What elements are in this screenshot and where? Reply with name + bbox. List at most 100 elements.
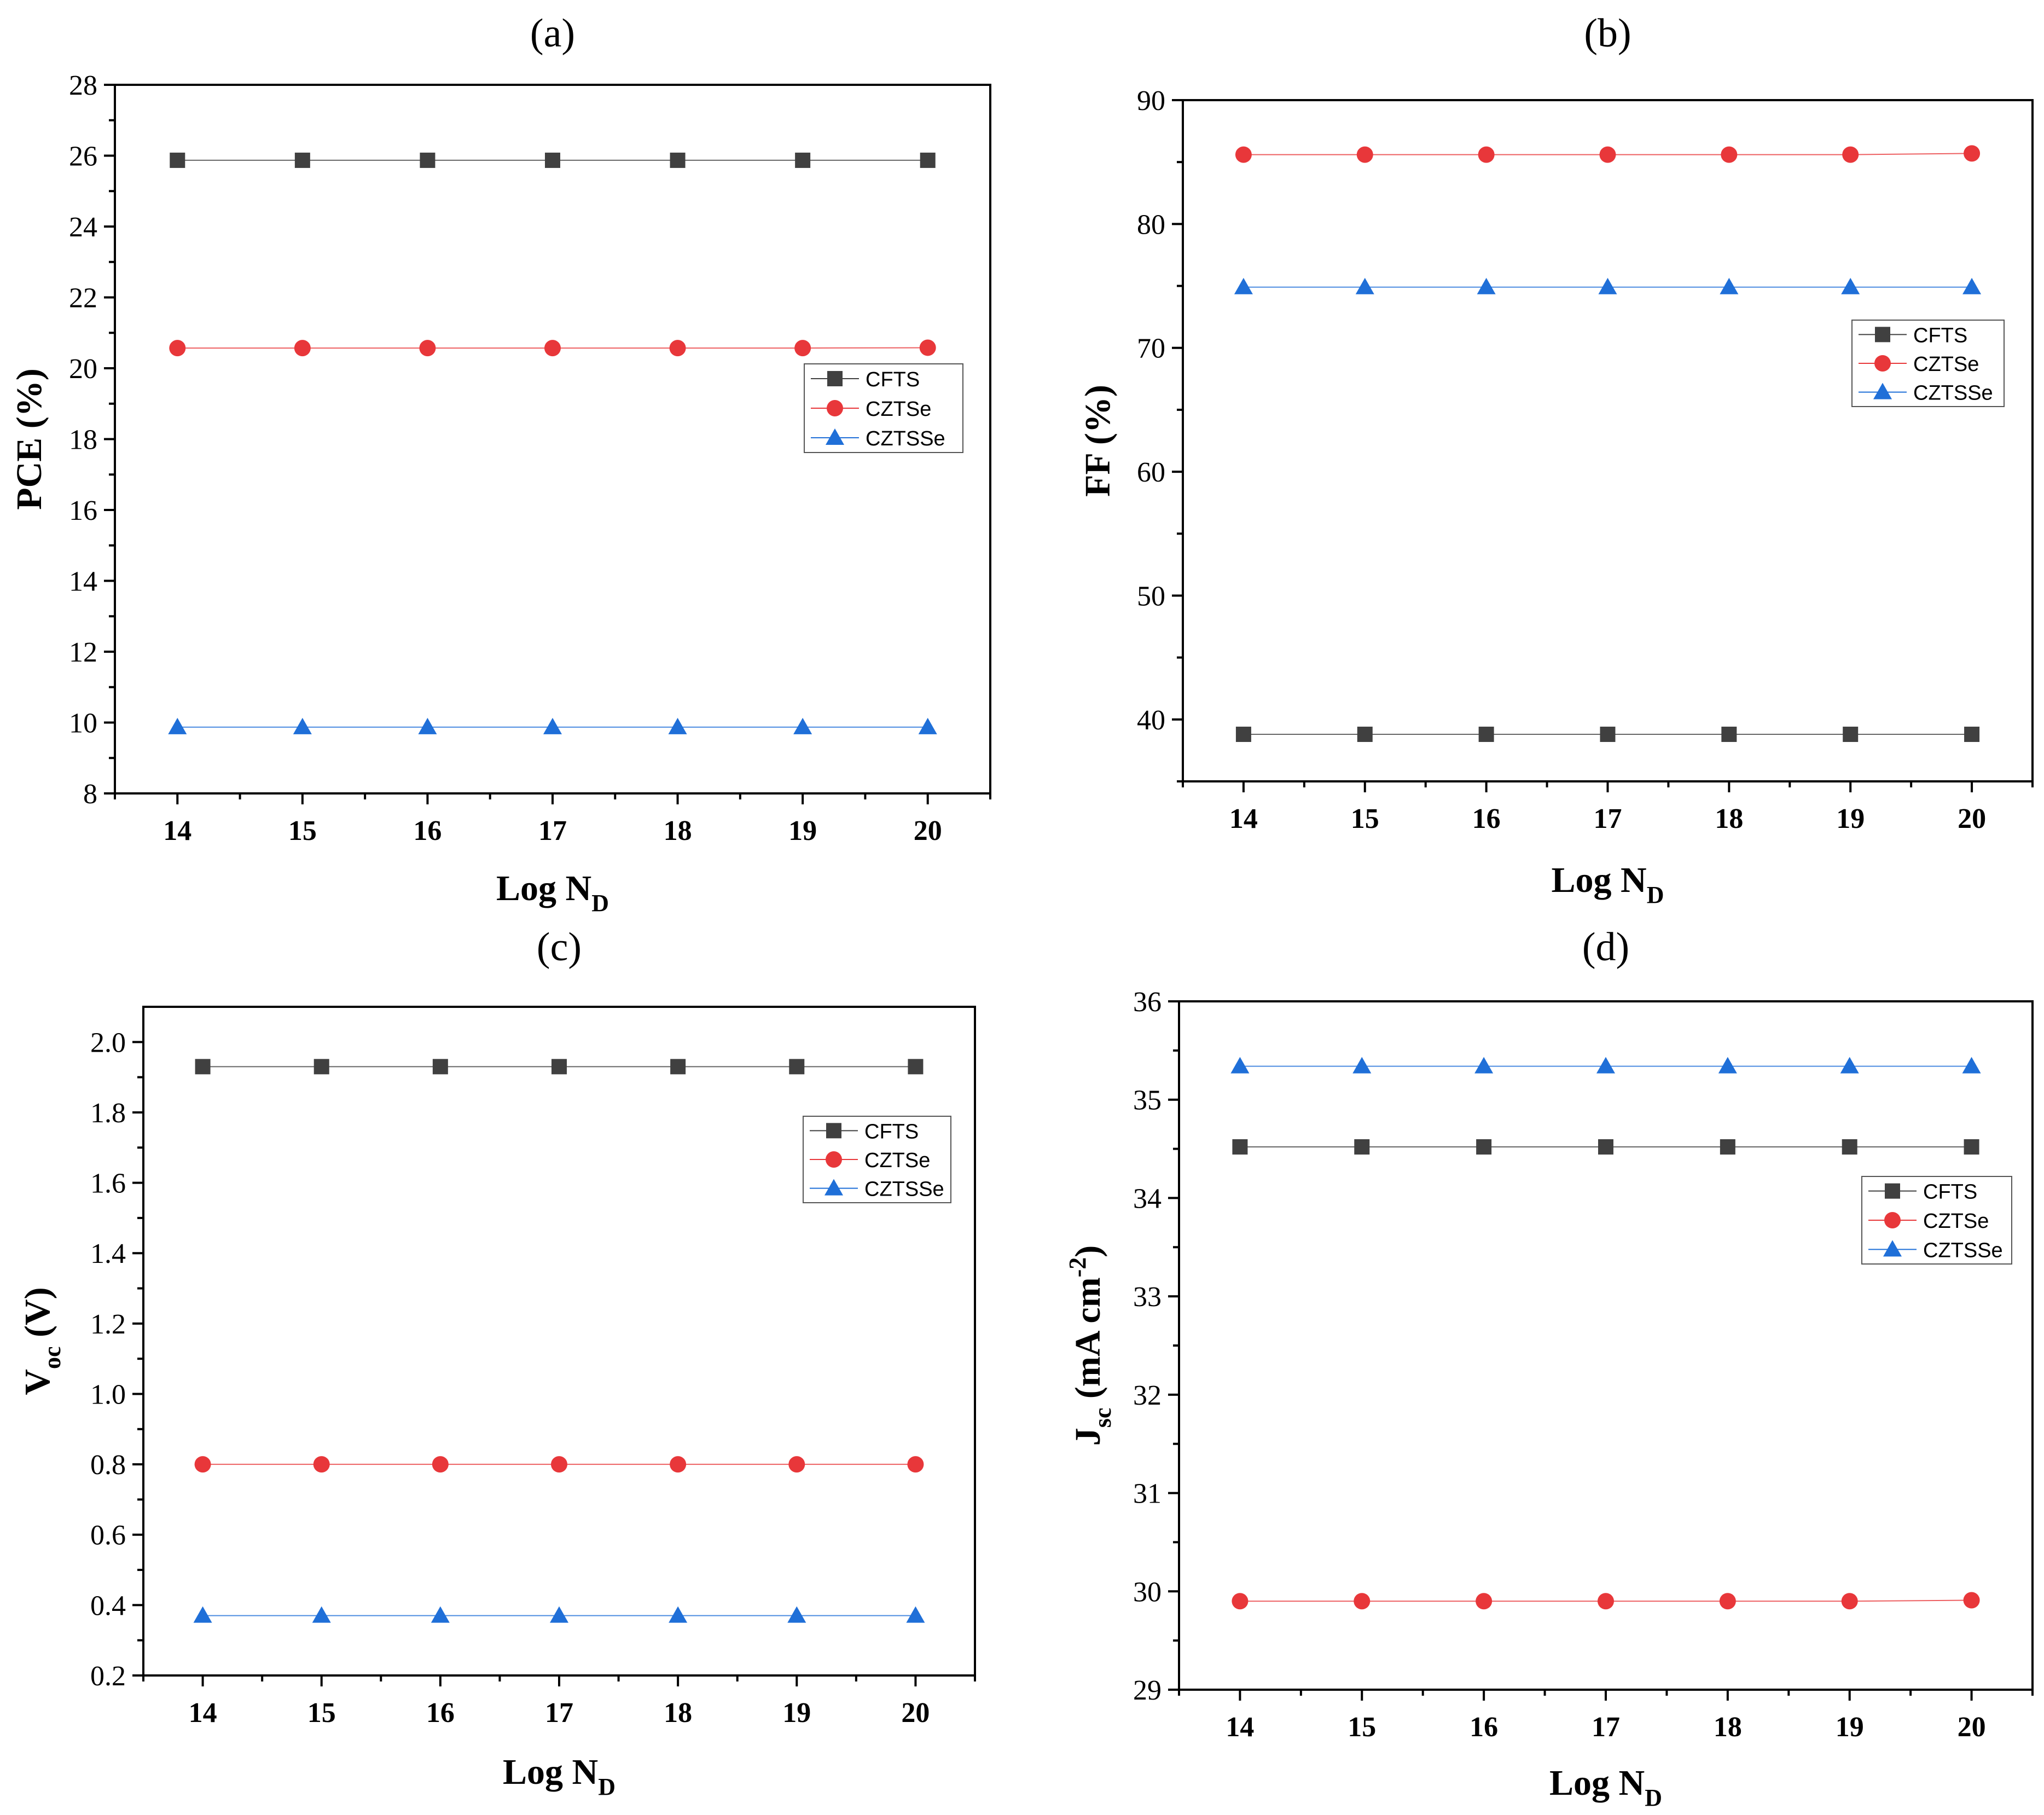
x-tick-label: 16 [1470,1712,1498,1743]
y-tick-label: 24 [69,212,97,243]
legend: CFTS CZTSe CZTSSe [1861,1176,2012,1265]
data-point-cztse [551,1456,567,1473]
data-point-cztse [313,1456,330,1473]
y-tick-label: 0.6 [90,1520,126,1551]
x-tick-label: 15 [288,815,317,846]
legend-marker-cztsse [826,428,844,445]
series-cztse [1232,1592,1980,1610]
data-point-cztse [544,340,561,357]
legend-label: CFTS [864,1120,919,1143]
data-point-cfts [1964,1139,1979,1155]
legend-marker-cztsse [824,1179,843,1196]
data-point-cfts [1478,726,1494,742]
x-tick-label: 17 [538,815,567,846]
y-tick-label: 22 [69,283,97,314]
data-point-cztsse [1596,1057,1615,1074]
y-axis-label-subscript: oc [39,1346,66,1369]
x-tick-label: 20 [914,815,942,846]
data-point-cztsse [1841,277,1860,294]
panel-label: (d) [1582,925,1629,970]
y-axis-label-main: V [18,1369,57,1395]
y-axis-label: Voc (V) [18,1287,66,1395]
legend-label: CZTSSe [1923,1239,2003,1262]
x-tick-label: 19 [782,1697,811,1729]
y-tick-label: 18 [69,425,97,456]
legend-marker-cztsse [1873,382,1892,399]
x-axis-label: Log ND [1549,1763,1662,1811]
data-point-cfts [294,152,310,168]
legend-label: CFTS [1923,1181,1977,1204]
data-point-cfts [670,152,686,168]
x-axis-label-subscript: D [1647,882,1664,908]
y-axis-label-main: PCE (%) [9,368,49,509]
legend-label: CZTSe [866,398,931,421]
data-point-cztse [907,1456,924,1473]
data-point-cztse [1841,1593,1858,1610]
data-point-cztse [1356,146,1373,163]
y-tick-label: 0.2 [90,1661,126,1692]
data-point-cfts [1598,1139,1613,1155]
data-point-cfts [1354,1139,1370,1155]
x-tick-label: 19 [1836,1712,1864,1743]
data-point-cztsse [1840,1057,1859,1074]
legend-marker-cztse [1874,355,1891,372]
y-tick-label: 36 [1133,987,1162,1018]
legend-label: CZTSSe [1913,382,1993,405]
y-tick-label: 1.6 [90,1168,126,1199]
chart-panel-b: (b) 40 50 60 70 80 90 14 15 16 17 18 19 20 Log ND FF (%… [1078,11,2034,908]
legend: CFTS CZTSe CZTSSe [1851,320,2005,407]
y-tick-label: 30 [1133,1576,1162,1608]
chart-panel-d: (d) 29 30 31 32 33 34 35 36 14 15 16 17 18 19 20 Log ND J… [1064,925,2034,1811]
data-point-cztse [1232,1593,1249,1610]
x-tick-label: 20 [1958,1712,1986,1743]
legend-label: CZTSe [1913,353,1979,376]
data-point-cztsse [1718,1057,1737,1074]
data-point-cztse [1721,146,1738,163]
data-point-cztse [294,340,311,357]
y-tick-label: 90 [1137,85,1165,117]
data-point-cztse [670,1456,687,1473]
x-axis-label-main: Log N [503,1752,598,1792]
legend-marker-cfts [1875,327,1890,343]
y-tick-label: 10 [69,708,97,739]
y-tick-label: 33 [1133,1281,1162,1313]
data-point-cztse [1964,145,1981,162]
legend: CFTS CZTSe CZTSSe [804,363,963,453]
data-point-cfts [170,152,185,168]
series-cztse [169,339,936,357]
y-tick-label: 31 [1133,1478,1162,1510]
data-point-cztse [1354,1593,1371,1610]
legend-label: CZTSSe [864,1178,944,1201]
legend-marker-cfts [827,371,843,386]
x-tick-label: 15 [307,1697,336,1729]
data-point-cfts [789,1059,805,1075]
data-point-cfts [1721,726,1737,742]
y-tick-label: 0.4 [90,1590,126,1621]
data-point-cztsse [1474,1057,1494,1074]
y-tick-label: 26 [69,141,97,172]
y-tick-label: 8 [83,779,97,810]
series-cztsse [168,717,937,734]
y-tick-label: 29 [1133,1675,1162,1706]
data-point-cztse [1599,146,1616,163]
legend-marker-cztse [1884,1212,1901,1228]
chart-panel-c: (c) 0.2 0.4 0.6 0.8 1.0 1.2 1.4 1.6 1.8 2.0 14 15 16 1… [18,925,976,1800]
series-cztse [1235,145,1981,163]
x-tick-label: 14 [189,1697,217,1729]
data-point-cfts [1842,1139,1857,1155]
data-point-cztse [1598,1593,1614,1610]
data-point-cztse [1719,1593,1736,1610]
data-point-cztsse [1962,277,1982,294]
x-tick-label: 16 [413,815,442,846]
data-point-cztse [1963,1592,1980,1609]
legend-marker-cfts [826,1123,841,1139]
data-point-cztse [1478,146,1495,163]
data-point-cztsse [793,717,812,734]
data-point-cztse [1235,146,1252,163]
x-tick-label: 18 [664,1697,692,1729]
y-tick-label: 1.4 [90,1238,126,1269]
data-point-cztsse [1477,277,1496,294]
data-point-cztsse [1230,1057,1250,1074]
data-point-cfts [795,152,811,168]
y-tick-label: 28 [69,70,97,101]
